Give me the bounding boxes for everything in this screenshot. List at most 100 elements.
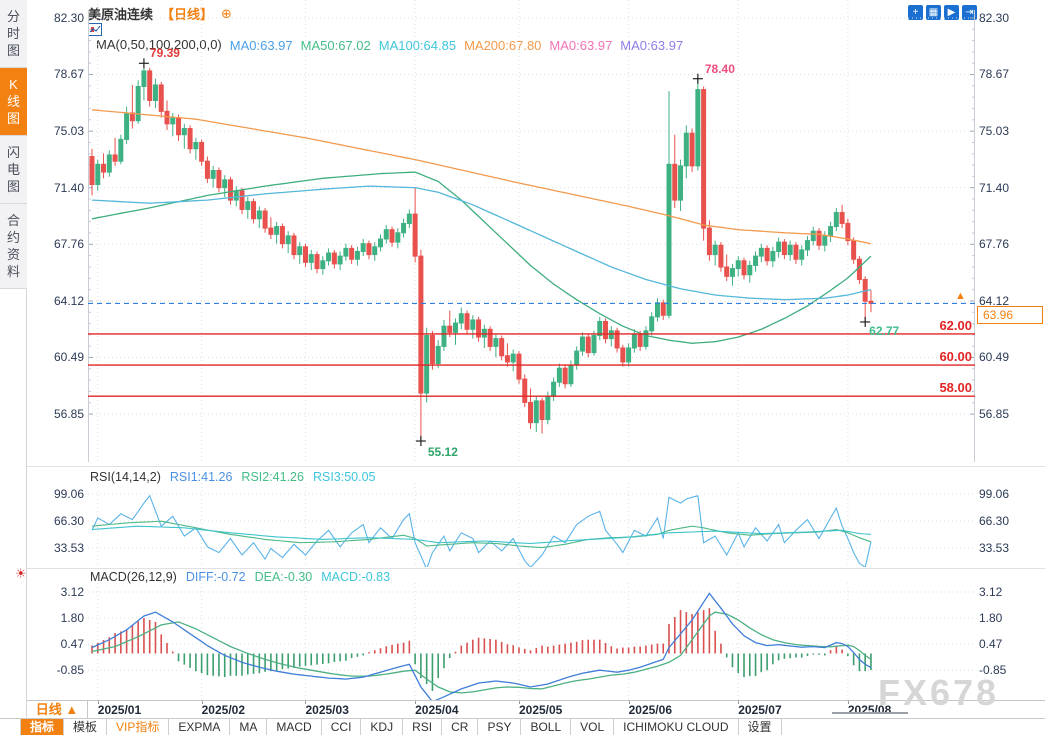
x-axis-label: 2025/01 [97, 703, 142, 717]
y-axis-label-rsi: 66.30 [53, 513, 84, 528]
x-axis-tick [415, 701, 417, 704]
toolbar-item-cr[interactable]: CR [442, 719, 479, 735]
y-axis-label-main: 71.40 [53, 180, 84, 195]
toolbar-item-expma[interactable]: EXPMA [169, 719, 231, 735]
y-axis-label-main: 78.67 [979, 67, 1010, 82]
swing-high-1-label: 79.39 [149, 46, 180, 61]
main-candlestick-chart[interactable] [88, 0, 978, 468]
y-axis-label-rsi: 99.06 [979, 487, 1010, 501]
x-axis-tick [847, 701, 849, 704]
y-axis-label-main: 56.85 [53, 407, 84, 422]
sidebar-tab-contract-info[interactable]: 合 约 资 料 [0, 204, 27, 289]
y-axis-label-macd: -0.85 [56, 663, 84, 678]
y-axis-label-main: 75.03 [53, 124, 84, 139]
export-right-icon[interactable]: ⇥ [962, 5, 977, 20]
current-price-badge: 63.96 [977, 306, 1043, 324]
y-axis-label-rsi: 99.06 [53, 487, 84, 501]
support-line-label: 58.00 [939, 380, 972, 396]
chart-tool-icons: + ▦ ▶ ⇥ [908, 5, 977, 20]
y-axis-label-main: 67.76 [53, 237, 84, 252]
toolbar-item-kdj[interactable]: KDJ [361, 719, 404, 735]
x-axis-tick [97, 701, 99, 704]
y-axis-label-main: 60.49 [979, 350, 1010, 365]
y-axis-label-macd: 0.47 [60, 637, 84, 652]
x-axis-label: 2025/04 [415, 703, 459, 717]
x-axis-label: 2025/05 [518, 703, 563, 717]
y-axis-label-rsi: 66.30 [979, 513, 1010, 528]
ma-value-label: MA100:64.85 [378, 37, 457, 53]
indicator-value-label: MACD:-0.83 [321, 570, 391, 584]
x-axis-label: 2025/06 [628, 703, 672, 717]
y-axis-label-macd: 1.80 [60, 611, 84, 625]
scrollbar-thumb[interactable] [832, 712, 908, 714]
y-axis-label-macd: -0.85 [979, 663, 1007, 678]
ma-value-label: MA50:67.02 [300, 37, 371, 53]
y-axis-label-rsi: 33.53 [53, 540, 84, 555]
x-axis-tick [518, 701, 520, 704]
toolbar-item-ichimoku-cloud[interactable]: ICHIMOKU CLOUD [614, 719, 739, 735]
price-up-arrow-icon: ▲ [955, 290, 966, 302]
ma-settings-label[interactable]: MA(0,50,100,200,0,0) [96, 37, 222, 53]
x-axis-label: 2025/07 [738, 703, 782, 717]
indicator-alert-icon[interactable]: ☀ [15, 566, 27, 581]
macd-header: MACD(26,12,9) DIFF:-0.72 DEA:-0.30 MACD:-0.… [90, 570, 408, 584]
indicator-value-label: RSI2:41.26 [241, 470, 304, 484]
rsi-name[interactable]: RSI(14,14,2) [90, 470, 161, 484]
y-axis-label-main: 56.85 [979, 407, 1010, 422]
indicator-value-label: RSI1:41.26 [169, 470, 233, 484]
toolbar-item-cci[interactable]: CCI [322, 719, 362, 735]
macd-panel-chart[interactable] [88, 583, 978, 700]
period-dropdown-button[interactable]: 日线 ▲ [27, 701, 88, 718]
ma-value-label: MA0:63.97 [229, 37, 293, 53]
y-axis-label-main: 64.12 [53, 293, 84, 308]
swing-low-1-label: 55.12 [427, 445, 458, 460]
swing-high-2-label: 78.40 [704, 61, 735, 76]
ma-value-label: MA0:63.97 [549, 37, 613, 53]
y-axis-label-macd: 1.80 [979, 611, 1003, 625]
macd-name[interactable]: MACD(26,12,9) [90, 570, 177, 584]
x-axis-tick [305, 701, 307, 704]
x-axis-tick [201, 701, 203, 704]
x-axis-tick [628, 701, 630, 704]
support-line-label: 62.00 [939, 317, 972, 333]
indicator-value-label: RSI3:50.05 [312, 470, 376, 484]
watermark: FX678 [878, 672, 1000, 713]
grid-scale-icon[interactable]: ▦ [926, 5, 941, 20]
sidebar-tab-flash-chart[interactable]: 闪 电 图 [0, 136, 27, 204]
y-axis-label-main: 64.12 [979, 293, 1010, 308]
rsi-header: RSI(14,14,2) RSI1:41.26 RSI2:41.26 RSI3:50.… [90, 470, 394, 484]
toolbar-item-indicators[interactable]: 指标 [20, 719, 65, 735]
y-axis-label-main: 71.40 [979, 180, 1010, 195]
toolbar-item-boll[interactable]: BOLL [521, 719, 572, 735]
x-axis-label: 2025/03 [305, 703, 349, 717]
y-axis-label-main: 78.67 [53, 67, 84, 82]
crosshair-icon[interactable]: + [908, 5, 923, 20]
axis-play-icon[interactable]: ▶ [944, 5, 959, 20]
y-axis-label-macd: 3.12 [60, 585, 84, 599]
indicator-value-label: DIFF:-0.72 [185, 570, 246, 584]
toolbar-item-ma[interactable]: MA [230, 719, 268, 735]
swing-low-2-label: 62.77 [869, 323, 900, 338]
y-axis-label-macd: 3.12 [979, 585, 1003, 599]
toolbar-item-templates[interactable]: 模板 [64, 719, 108, 735]
toolbar-item-settings[interactable]: 设置 [739, 719, 782, 735]
x-axis-label: 2025/02 [201, 703, 246, 717]
toolbar-item-psy[interactable]: PSY [478, 719, 522, 735]
y-axis-label-main: 60.49 [53, 350, 84, 365]
indicator-value-label: DEA:-0.30 [254, 570, 313, 584]
panel-separator [27, 568, 1045, 569]
add-icon[interactable]: ⊕ [221, 5, 232, 21]
rsi-panel-chart[interactable] [88, 483, 978, 567]
sidebar-tab-time-chart[interactable]: 分 时 图 [0, 0, 27, 68]
sidebar-tab-kline-chart[interactable]: K 线 图 [0, 68, 27, 136]
ma-value-label: MA0:63.97 [620, 37, 684, 53]
y-axis-label-main: 82.30 [53, 11, 84, 25]
toolbar-item-rsi[interactable]: RSI [403, 719, 443, 735]
indicator-toolbar: 指标 模板 VIP指标 EXPMA MA MACD CCI KDJ RSI CR PSY BOLL VO… [0, 718, 1045, 735]
toolbar-item-vol[interactable]: VOL [571, 719, 615, 735]
toolbar-item-macd[interactable]: MACD [267, 719, 322, 735]
toolbar-item-vip-indicators[interactable]: VIP指标 [107, 719, 170, 735]
x-axis-tick [738, 701, 740, 704]
